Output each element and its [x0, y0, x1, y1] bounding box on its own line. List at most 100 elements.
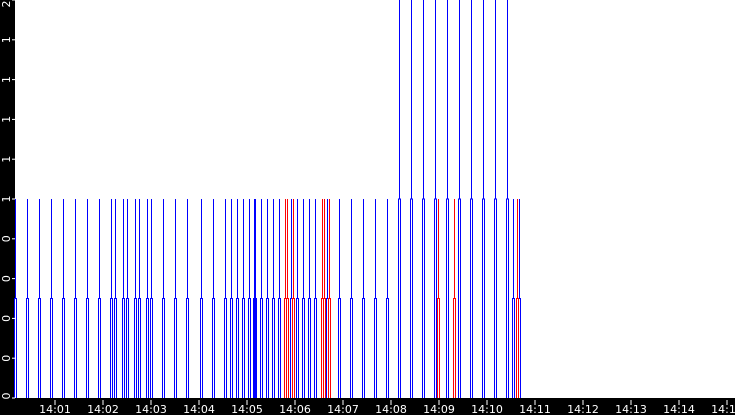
event-pulse-blue: [86, 199, 89, 398]
y-axis-band: [0, 0, 15, 415]
event-pulse-blue: [162, 199, 165, 398]
y-tick-label: 0: [0, 393, 13, 400]
pulse-box: [266, 298, 269, 398]
pulse-box: [398, 198, 401, 398]
pulse-box: [272, 298, 275, 398]
pulse-box: [516, 298, 519, 398]
event-pulse-blue: [230, 199, 233, 398]
event-pulse-blue: [410, 0, 413, 398]
event-pulse-blue: [212, 199, 215, 398]
event-pulse-blue: [260, 199, 263, 398]
event-pulse-blue: [224, 199, 227, 398]
pulse-box: [122, 298, 125, 398]
pulse-box: [446, 198, 449, 398]
pulse-box: [296, 298, 299, 398]
event-pulse-blue: [422, 0, 425, 398]
y-tick-label: 1: [0, 76, 13, 83]
pulse-box: [74, 298, 77, 398]
y-tick-label: 1: [0, 36, 13, 43]
pulse-box: [506, 198, 509, 398]
x-tick-label: 14:02: [87, 403, 119, 415]
event-pulse-blue: [278, 199, 281, 398]
event-pulse-blue: [302, 199, 305, 398]
event-pulse-blue: [362, 199, 365, 398]
pulse-box: [98, 298, 101, 398]
pulse-box: [292, 298, 295, 398]
pulse-box: [224, 298, 227, 398]
event-pulse-blue: [242, 199, 245, 398]
event-pulse-red: [286, 199, 289, 398]
event-pulse-blue: [512, 199, 515, 398]
pulse-box: [242, 298, 245, 398]
event-pulse-blue: [386, 199, 389, 398]
x-tick-label: 14:03: [135, 403, 167, 415]
x-axis: 14:01 14:02 14:03 14:04 14:05 14:06 14:07 14:08…: [39, 400, 735, 415]
pulse-box: [174, 298, 177, 398]
event-pulse-blue: [446, 0, 449, 398]
pulse-box: [126, 298, 129, 398]
event-pulse-red: [437, 199, 440, 398]
event-pulse-blue: [248, 199, 251, 398]
x-tick-label: 14:15: [711, 403, 735, 415]
event-pulse-blue: [122, 199, 125, 398]
pulse-box: [314, 298, 317, 398]
x-tick-label: 14:07: [327, 403, 359, 415]
pulse-box: [162, 298, 165, 398]
pulse-box: [410, 198, 413, 398]
pulse-box: [186, 298, 189, 398]
event-pulse-blue: [200, 199, 203, 398]
pulse-box: [14, 298, 17, 398]
x-axis-band: [0, 398, 735, 415]
event-marks: [14, 0, 521, 398]
pulse-box: [386, 298, 389, 398]
event-pulse-blue: [174, 199, 177, 398]
y-tick-label: 2: [0, 1, 13, 8]
event-pulse-blue: [62, 199, 65, 398]
pulse-box: [134, 298, 137, 398]
pulse-box: [458, 198, 461, 398]
pulse-box: [453, 298, 456, 398]
pulse-box: [110, 298, 113, 398]
y-tick-label: 1: [0, 196, 13, 203]
pulse-box: [422, 198, 425, 398]
x-tick-label: 14:12: [567, 403, 599, 415]
event-pulse-red: [453, 199, 456, 398]
pulse-box: [260, 298, 263, 398]
pulse-box: [230, 298, 233, 398]
event-pulse-red: [292, 199, 295, 398]
x-tick-label: 14:13: [615, 403, 647, 415]
pulse-box: [494, 198, 497, 398]
event-pulse-blue: [98, 199, 101, 398]
pulse-box: [323, 298, 326, 398]
pulse-box: [350, 298, 353, 398]
x-tick-label: 14:09: [423, 403, 455, 415]
pulse-box: [434, 198, 437, 398]
event-pulse-blue: [296, 199, 299, 398]
x-tick-label: 14:05: [231, 403, 263, 415]
event-pulse-blue: [470, 0, 473, 398]
event-pulse-red: [323, 199, 326, 398]
event-pulse-red: [516, 199, 519, 398]
pulse-box: [50, 298, 53, 398]
pulse-box: [248, 298, 251, 398]
event-pulse-blue: [150, 199, 153, 398]
pulse-box: [278, 298, 281, 398]
event-pulse-blue: [126, 199, 129, 398]
pulse-box: [212, 298, 215, 398]
x-tick-label: 14:08: [375, 403, 407, 415]
event-pulse-blue: [254, 199, 257, 398]
event-pulse-red: [328, 199, 331, 398]
y-tick-label: 1: [0, 116, 13, 123]
event-pulse-blue: [138, 199, 141, 398]
event-pulse-blue: [350, 199, 353, 398]
y-tick-label: 0: [0, 235, 13, 242]
event-pulse-blue: [114, 199, 117, 398]
event-pulse-blue: [14, 199, 17, 398]
pulse-box: [308, 298, 311, 398]
y-tick-label: 0: [0, 315, 13, 322]
pulse-box: [328, 298, 331, 398]
pulse-box: [286, 298, 289, 398]
event-pulse-blue: [338, 199, 341, 398]
